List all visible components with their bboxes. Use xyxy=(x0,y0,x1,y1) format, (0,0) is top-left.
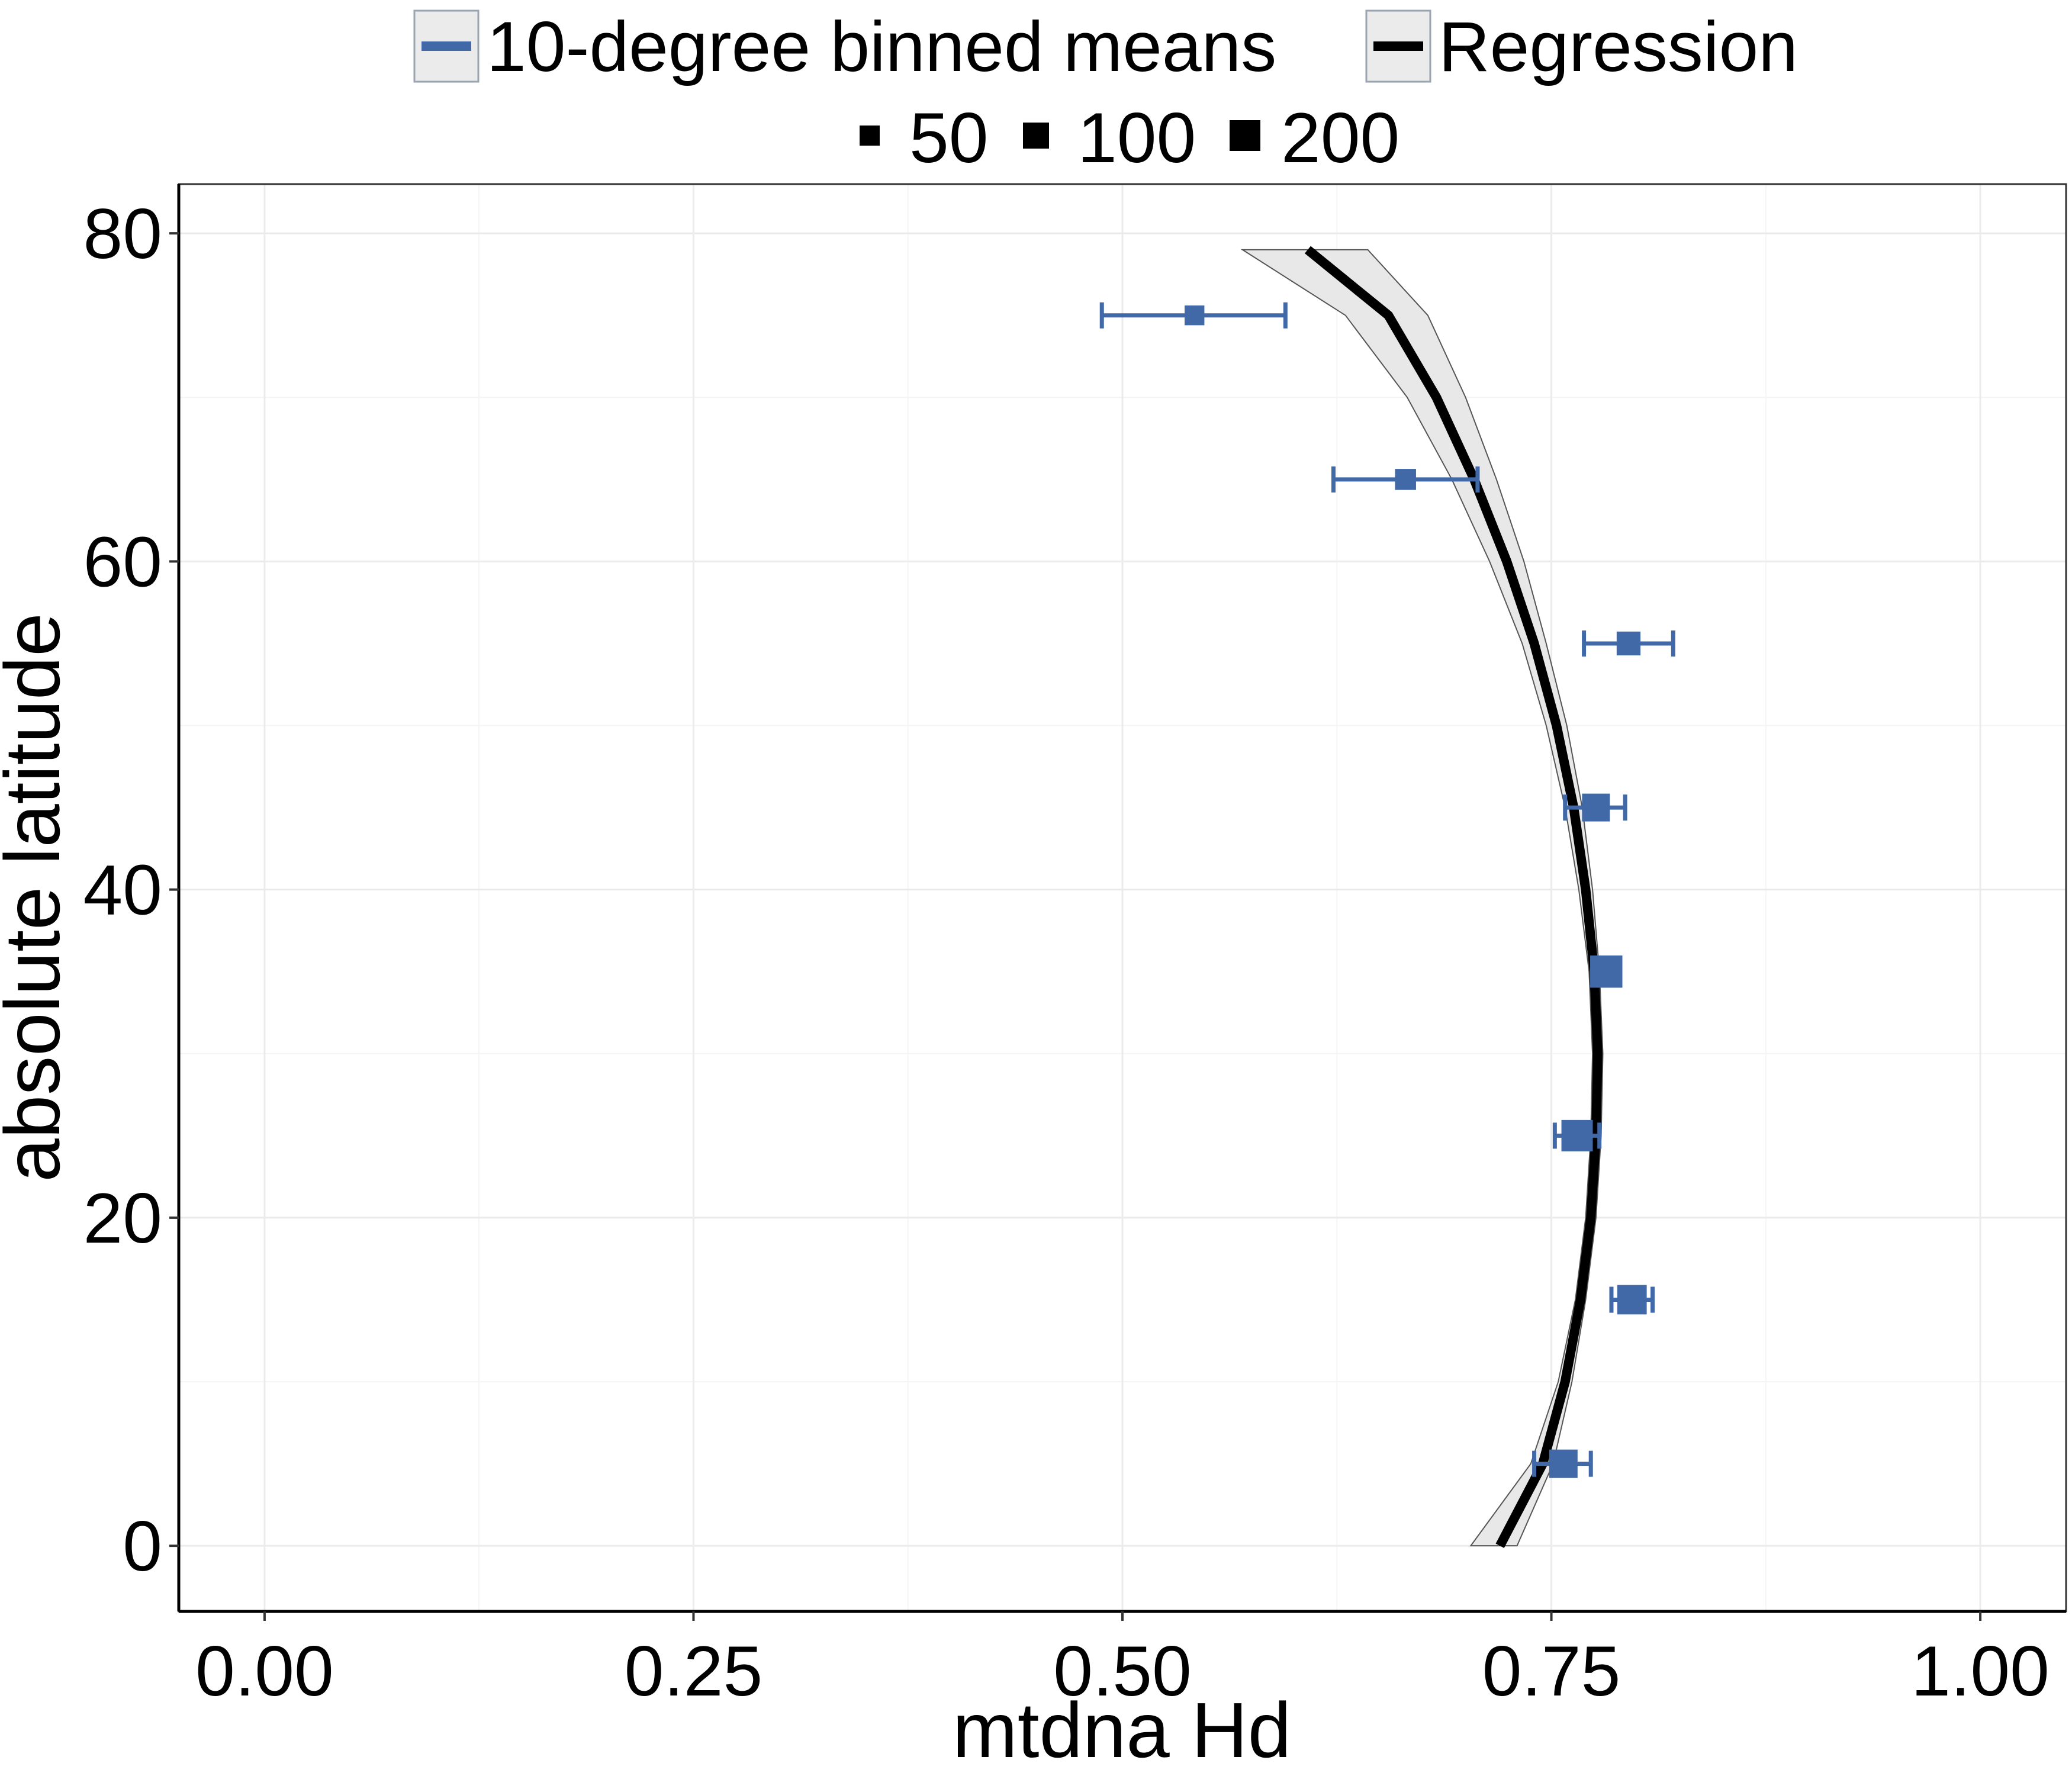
binned-mean-point xyxy=(1395,469,1416,490)
x-axis-ticks: 0.00 0.25 0.50 0.75 1.00 xyxy=(195,1611,2050,1711)
x-tick-label: 0.75 xyxy=(1482,1632,1621,1711)
legend-size-marker-50 xyxy=(860,126,880,146)
binned-mean-point xyxy=(1616,631,1641,656)
x-tick-label: 0.00 xyxy=(195,1632,334,1711)
y-axis-ticks: 0 20 40 60 80 xyxy=(83,194,179,1586)
legend-label-binned-means: 10-degree binned means xyxy=(487,7,1276,86)
legend-size-label-200: 200 xyxy=(1281,98,1399,178)
x-tick-label: 0.25 xyxy=(625,1632,763,1711)
legend-size-label-50: 50 xyxy=(909,98,988,178)
x-tick-label: 1.00 xyxy=(1911,1632,2050,1711)
regression-line xyxy=(1304,246,1603,1548)
y-tick-label: 20 xyxy=(83,1179,162,1258)
y-tick-label: 0 xyxy=(123,1507,162,1586)
binned-mean-point xyxy=(1561,1119,1593,1151)
binned-mean-point xyxy=(1549,1449,1578,1478)
x-axis-title: mtdna Hd xyxy=(953,1687,1291,1774)
y-tick-label: 60 xyxy=(83,522,162,601)
point-layer xyxy=(1185,305,1647,1478)
legend-size-label-100: 100 xyxy=(1077,98,1196,178)
legend-size-marker-200 xyxy=(1230,120,1260,151)
regression-line-layer xyxy=(1304,246,1603,1548)
binned-mean-point xyxy=(1185,305,1205,326)
y-tick-label: 80 xyxy=(83,194,162,274)
binned-mean-point xyxy=(1582,793,1610,822)
binned-mean-point xyxy=(1617,1285,1647,1315)
y-tick-label: 40 xyxy=(83,851,162,930)
grid xyxy=(179,184,2066,1611)
legend-label-regression: Regression xyxy=(1439,7,1798,86)
legend: 10-degree binned means Regression 50 100… xyxy=(413,7,1798,178)
plot-panel xyxy=(177,183,2067,1613)
binned-mean-point xyxy=(1590,955,1623,988)
x-tick-label: 0.50 xyxy=(1053,1632,1192,1711)
y-axis-title: absolute latitude xyxy=(0,613,76,1182)
legend-size-marker-100 xyxy=(1023,123,1049,149)
